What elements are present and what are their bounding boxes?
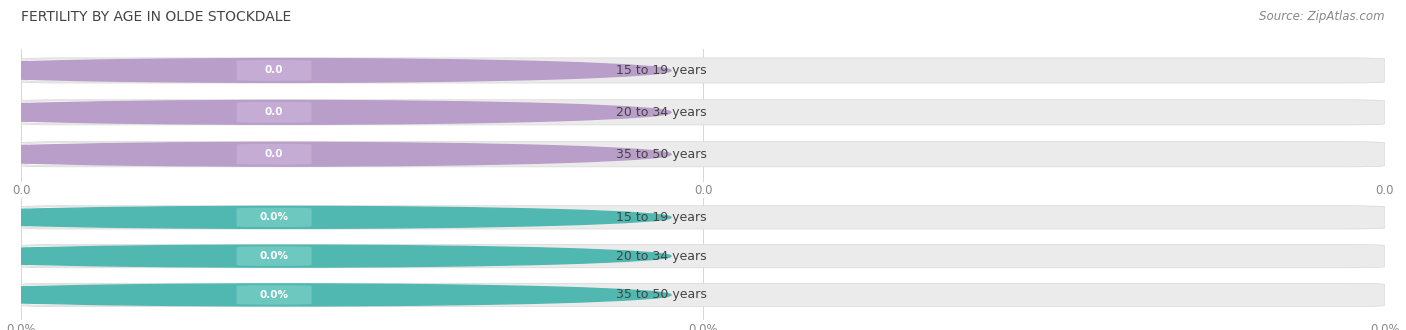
FancyBboxPatch shape bbox=[21, 283, 1385, 307]
Circle shape bbox=[0, 142, 671, 166]
FancyBboxPatch shape bbox=[236, 208, 312, 227]
Text: FERTILITY BY AGE IN OLDE STOCKDALE: FERTILITY BY AGE IN OLDE STOCKDALE bbox=[21, 10, 291, 24]
FancyBboxPatch shape bbox=[21, 142, 1385, 167]
FancyBboxPatch shape bbox=[21, 100, 1385, 125]
Text: 35 to 50 years: 35 to 50 years bbox=[616, 148, 707, 161]
FancyBboxPatch shape bbox=[27, 143, 315, 166]
Text: 0.0%: 0.0% bbox=[260, 290, 288, 300]
Text: Source: ZipAtlas.com: Source: ZipAtlas.com bbox=[1260, 10, 1385, 23]
Circle shape bbox=[0, 58, 671, 82]
Text: 0.0%: 0.0% bbox=[260, 251, 288, 261]
Circle shape bbox=[0, 245, 671, 267]
Text: 0.0%: 0.0% bbox=[260, 213, 288, 222]
FancyBboxPatch shape bbox=[27, 207, 315, 228]
Text: 0.0: 0.0 bbox=[264, 107, 284, 117]
FancyBboxPatch shape bbox=[21, 58, 1385, 83]
Text: 35 to 50 years: 35 to 50 years bbox=[616, 288, 707, 301]
FancyBboxPatch shape bbox=[21, 245, 1385, 268]
FancyBboxPatch shape bbox=[236, 60, 312, 81]
FancyBboxPatch shape bbox=[236, 144, 312, 165]
Circle shape bbox=[0, 284, 671, 306]
Text: 20 to 34 years: 20 to 34 years bbox=[616, 106, 706, 119]
Text: 20 to 34 years: 20 to 34 years bbox=[616, 249, 706, 263]
Text: 0.0: 0.0 bbox=[264, 149, 284, 159]
Text: 15 to 19 years: 15 to 19 years bbox=[616, 211, 706, 224]
FancyBboxPatch shape bbox=[236, 102, 312, 123]
FancyBboxPatch shape bbox=[27, 101, 315, 124]
Text: 0.0: 0.0 bbox=[264, 65, 284, 76]
FancyBboxPatch shape bbox=[236, 285, 312, 305]
FancyBboxPatch shape bbox=[27, 246, 315, 267]
FancyBboxPatch shape bbox=[21, 206, 1385, 229]
Circle shape bbox=[0, 100, 671, 124]
FancyBboxPatch shape bbox=[236, 247, 312, 266]
FancyBboxPatch shape bbox=[27, 59, 315, 82]
FancyBboxPatch shape bbox=[27, 284, 315, 305]
Circle shape bbox=[0, 206, 671, 228]
Text: 15 to 19 years: 15 to 19 years bbox=[616, 64, 706, 77]
